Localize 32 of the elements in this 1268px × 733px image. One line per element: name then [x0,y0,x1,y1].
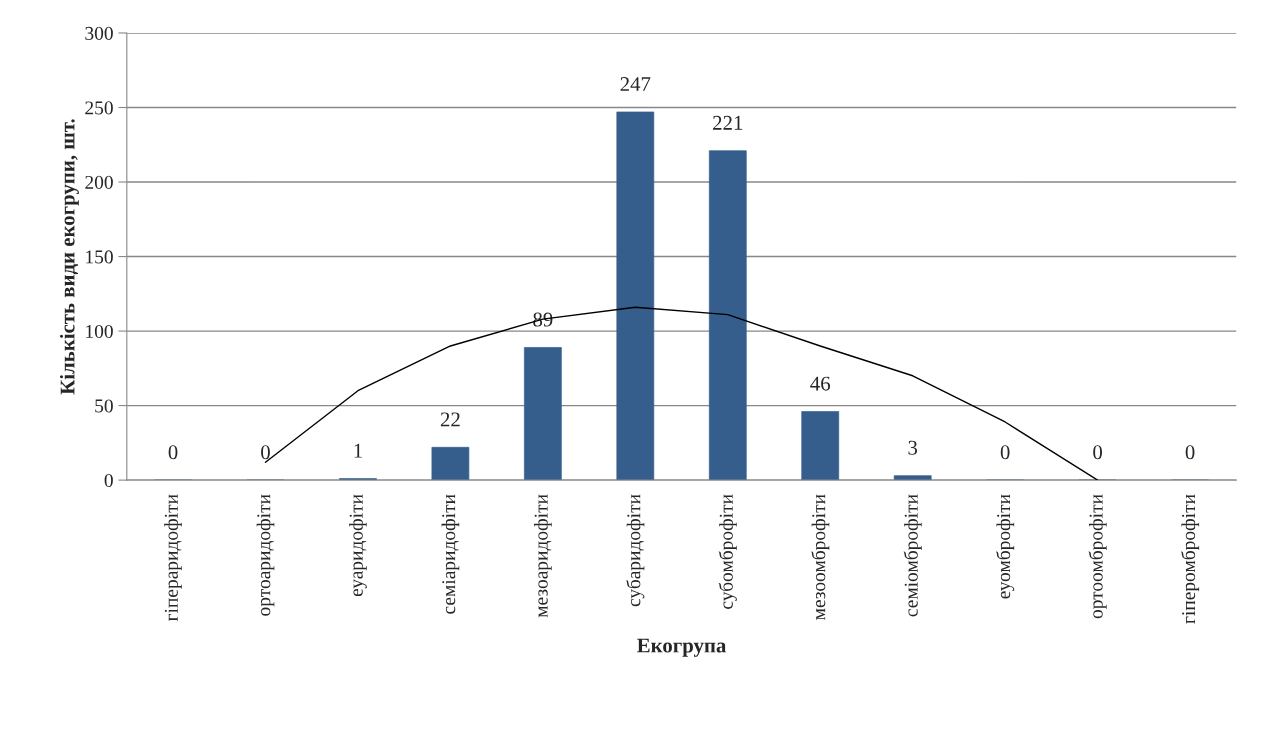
y-tick-label: 150 [86,250,113,264]
y-tick-label: 0 [104,473,113,488]
y-tick-label: 300 [85,26,113,40]
data-label: 0 [1093,445,1103,460]
x-tick-label: гіперомброфіти [1181,494,1200,624]
x-tick-label: гіпераридофіти [164,494,182,622]
data-label: 0 [1000,445,1010,460]
y-axis-title: Кількість види екогрупи, шт. [59,119,79,395]
data-label: 3 [908,440,918,455]
x-tick-label: субомброфіти [718,494,737,609]
x-tick-label: еуаридофіти [349,494,367,597]
x-tick-label: семіаридофіти [441,494,460,614]
data-label: 22 [440,412,460,427]
data-label: 0 [168,445,178,460]
data-label: 247 [620,77,651,91]
y-tick-label: 50 [95,399,113,413]
y-tick-label: 250 [85,101,113,115]
data-label: 0 [1185,445,1195,460]
x-tick-label: ортоаридофіти [256,494,275,616]
x-tick-label: ортоомброфіти [1088,494,1107,619]
x-tick-label: мезоаридофіти [534,494,552,618]
data-label: 46 [810,376,831,391]
data-label: 0 [261,445,270,460]
y-tick-label: 200 [85,175,113,189]
data-label: 221 [713,115,743,130]
x-tick-label: мезоомброфіти [811,494,830,620]
x-tick-label: еуомброфіти [996,494,1015,599]
x-tick-label: семіомброфіти [903,494,922,617]
x-axis-title: Екогрупа [637,638,727,657]
data-label: 1 [354,443,362,458]
x-tick-label: субаридофіти [626,494,645,607]
y-tick-label: 100 [86,324,113,339]
